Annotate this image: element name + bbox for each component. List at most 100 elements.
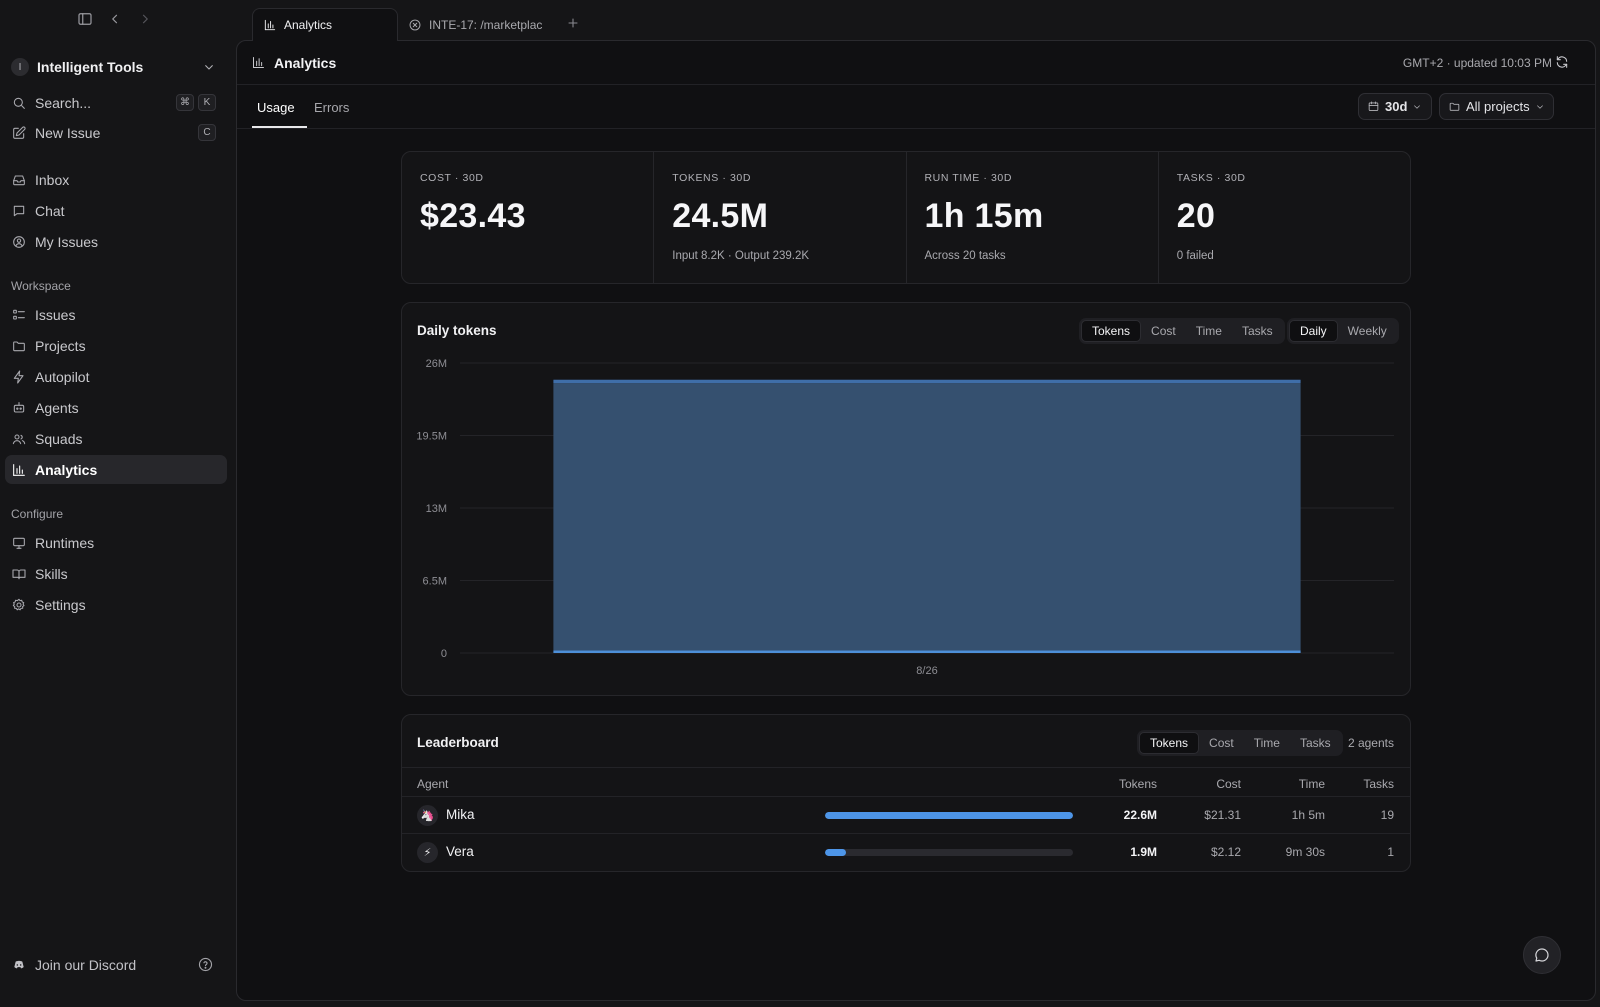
sidebar-item-analytics[interactable]: Analytics [5,455,227,484]
table-row[interactable]: 🦄 Mika 22.6M $21.31 1h 5m 19 [402,797,1410,834]
bar-chart-icon [251,55,266,70]
daily-tokens-chart: 0 6.5M 13M 19.5M 26M 8/26 [416,358,1394,677]
shortcut-key-k: K [198,94,216,111]
main-panel: Analytics GMT+2 · updated 10:03 PM Usage… [236,40,1596,1001]
chevron-down-icon [201,59,217,75]
sidebar-item-issues[interactable]: Issues [5,300,227,329]
stat-cost: COST · 30D $23.43 [402,152,655,283]
metric-cost[interactable]: Cost [1209,736,1234,750]
share-bar-track [825,849,1073,856]
tab-analytics[interactable]: Analytics [252,8,398,41]
close-circle-icon[interactable] [408,18,422,32]
stat-subtext: 0 failed [1176,250,1214,262]
sidebar-item-runtimes[interactable]: Runtimes [5,528,227,557]
bar-segment [553,650,1301,653]
bar-chart-icon [263,18,277,32]
subtab-bar: Usage Errors 30d All projects [237,85,1595,129]
stat-value: 24.5M [672,197,769,235]
leaderboard-header-row: Agent Tokens Cost Time Tasks [402,767,1410,797]
table-row[interactable]: ⚡ Vera 1.9M $2.12 9m 30s 1 [402,834,1410,871]
cell-tokens: 1.9M [1130,845,1157,859]
calendar-icon [1367,100,1380,113]
metric-tokens[interactable]: Tokens [1139,732,1200,754]
discord-label: Join our Discord [35,957,137,973]
workspace-name: Intelligent Tools [37,59,144,75]
y-tick-label: 6.5M [423,576,447,588]
tab-inte-17[interactable]: INTE-17: /marketplac [398,8,548,41]
sidebar-item-squads[interactable]: Squads [5,424,227,453]
sidebar-item-inbox[interactable]: Inbox [5,165,227,194]
metric-time[interactable]: Time [1195,324,1222,338]
period-toggle: Daily Weekly [1287,318,1399,344]
cell-time: 9m 30s [1285,845,1325,859]
sidebar-item-my-issues[interactable]: My Issues [5,227,227,256]
folder-icon [1448,100,1461,113]
cell-tasks: 19 [1380,808,1394,822]
tab-errors[interactable]: Errors [314,100,350,115]
sidebar-item-chat[interactable]: Chat [5,196,227,225]
range-select[interactable]: 30d [1358,93,1432,120]
period-daily[interactable]: Daily [1289,320,1338,342]
gear-icon [11,597,27,613]
y-tick-label: 0 [441,648,447,660]
chat-button[interactable] [1523,936,1561,974]
y-tick-label: 19.5M [416,431,447,443]
sidebar-item-autopilot[interactable]: Autopilot [5,362,227,391]
search-icon [11,95,27,111]
share-bar-track [825,812,1073,819]
metric-tasks[interactable]: Tasks [1299,736,1331,750]
stat-run-time: RUN TIME · 30D 1h 15m Across 20 tasks [907,152,1159,283]
metric-tasks[interactable]: Tasks [1241,324,1273,338]
forward-arrow-icon[interactable] [136,10,154,28]
cell-cost: $21.31 [1204,808,1241,822]
metric-toggle: Tokens Cost Time Tasks [1079,318,1285,344]
tab-label: INTE-17: /marketplac [429,17,543,32]
configure-section-label: Configure [11,507,64,521]
sidebar-item-settings[interactable]: Settings [5,590,227,619]
back-arrow-icon[interactable] [106,10,124,28]
y-tick-label: 26M [426,358,447,370]
stats-summary: COST · 30D $23.43 TOKENS · 30D 24.5M Inp… [401,151,1411,284]
leaderboard-title: Leaderboard [417,735,499,750]
sidebar-item-label: Agents [35,399,79,416]
sidebar-item-projects[interactable]: Projects [5,331,227,360]
stat-label: TOKENS · 30D [672,172,752,184]
stat-label: COST · 30D [420,172,484,184]
workspace-switcher[interactable]: I Intelligent Tools [11,56,223,78]
updated-timestamp: GMT+2 · updated 10:03 PM [1402,56,1552,70]
search-label: Search... [35,94,92,111]
list-icon [11,307,27,323]
cell-cost: $2.12 [1210,845,1241,859]
sidebar-toggle-icon[interactable] [76,10,94,28]
sidebar-item-agents[interactable]: Agents [5,393,227,422]
new-issue-button[interactable]: New Issue C [5,118,227,147]
stat-label: TASKS · 30D [1176,172,1246,184]
sidebar-item-label: Chat [35,202,65,219]
inbox-icon [11,172,27,188]
stat-subtext: Input 8.2K · Output 239.2K [672,250,810,262]
sidebar-item-label: Squads [35,430,83,447]
stat-label: RUN TIME · 30D [924,172,1013,184]
help-icon[interactable] [197,956,213,972]
agent-avatar: 🦄 [417,805,438,826]
projects-select[interactable]: All projects [1439,93,1554,120]
workspace-avatar: I [11,58,29,76]
metric-tokens[interactable]: Tokens [1081,320,1142,342]
discord-link[interactable]: Join our Discord [11,955,223,975]
discord-icon [11,957,27,973]
period-weekly[interactable]: Weekly [1347,324,1387,338]
refresh-icon[interactable] [1554,54,1569,69]
search-button[interactable]: Search... ⌘ K [5,88,227,117]
plus-icon[interactable] [565,15,581,31]
sidebar-item-label: Issues [35,306,76,323]
sidebar-item-label: Settings [35,596,86,613]
tab-usage[interactable]: Usage [257,100,295,115]
metric-time[interactable]: Time [1253,736,1280,750]
share-bar-fill [825,849,846,856]
daily-tokens-card: Daily tokens Tokens Cost Time Tasks Dail… [401,302,1411,696]
sidebar-item-skills[interactable]: Skills [5,559,227,588]
range-value: 30d [1385,99,1408,114]
workspace-section-label: Workspace [11,279,71,293]
metric-cost[interactable]: Cost [1151,324,1176,338]
stat-tokens: TOKENS · 30D 24.5M Input 8.2K · Output 2… [654,152,907,283]
